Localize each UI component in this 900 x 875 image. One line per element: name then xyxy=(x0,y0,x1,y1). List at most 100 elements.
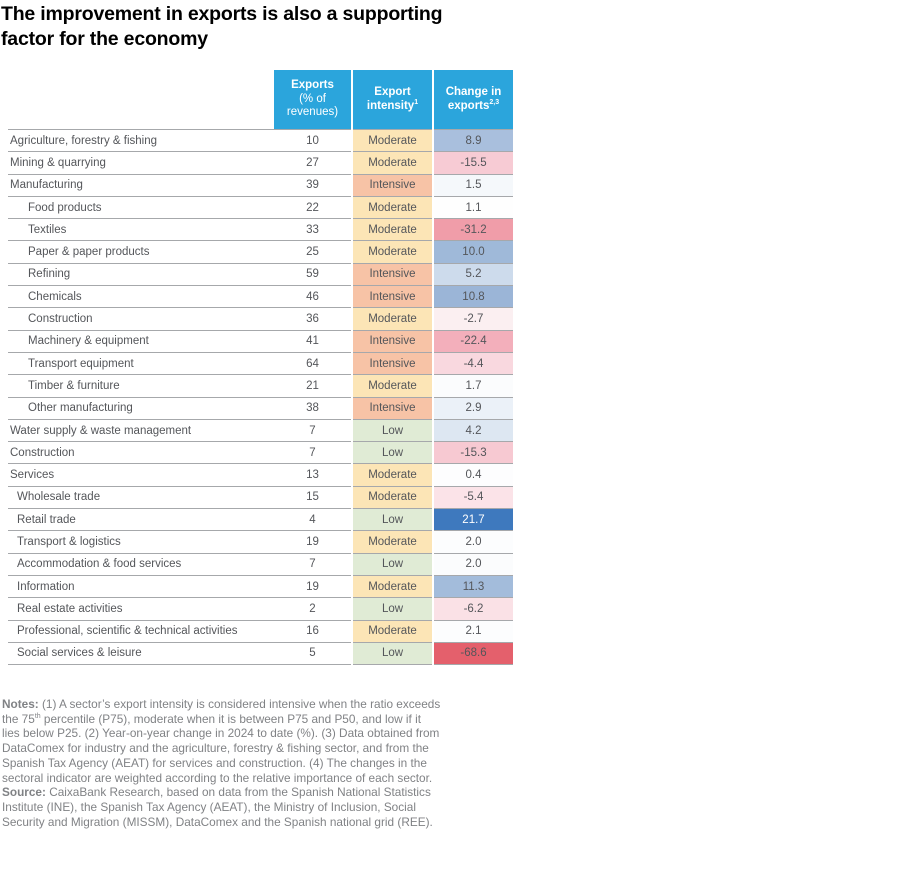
table-row: Transport equipment 64 Intensive -4.4 xyxy=(8,352,513,376)
table-row: Services 13 Moderate 0.4 xyxy=(8,463,513,487)
change-in-exports-cell: -22.4 xyxy=(432,330,513,353)
sector-cell: Construction xyxy=(8,307,274,331)
exports-pct-cell: 64 xyxy=(274,352,352,376)
exports-pct-cell: 2 xyxy=(274,597,352,621)
change-in-exports-cell: 10.8 xyxy=(432,285,513,309)
table-row: Machinery & equipment 41 Intensive -22.4 xyxy=(8,330,513,353)
sector-cell: Machinery & equipment xyxy=(8,330,274,353)
table-row: Manufacturing 39 Intensive 1.5 xyxy=(8,174,513,197)
col-header-exports-sub1: (% of xyxy=(299,92,326,105)
export-intensity-cell: Moderate xyxy=(351,307,433,331)
sector-cell: Accommodation & food services xyxy=(8,553,274,576)
change-in-exports-cell: -15.3 xyxy=(432,441,513,465)
sector-cell: Manufacturing xyxy=(8,174,274,197)
sector-cell: Professional, scientific & technical act… xyxy=(8,620,274,643)
table-row: Water supply & waste management 7 Low 4.2 xyxy=(8,419,513,443)
table-row: Chemicals 46 Intensive 10.8 xyxy=(8,285,513,309)
export-intensity-cell: Moderate xyxy=(351,128,433,153)
sector-cell: Transport & logistics xyxy=(8,530,274,554)
exports-pct-cell: 41 xyxy=(274,330,352,353)
exports-pct-cell: 46 xyxy=(274,285,352,309)
table-row: Construction 7 Low -15.3 xyxy=(8,441,513,465)
change-in-exports-cell: 21.7 xyxy=(432,508,513,532)
sector-cell: Construction xyxy=(8,441,274,465)
note-line: sectoral indicator are weighted accordin… xyxy=(2,770,433,785)
col-header-intensity: Export intensity1 xyxy=(351,70,433,130)
table-row: Agriculture, forestry & fishing 10 Moderat… xyxy=(8,128,513,153)
change-in-exports-cell: -31.2 xyxy=(432,218,513,242)
note-line: Security and Migration (MISSM), DataCome… xyxy=(2,814,433,829)
exports-pct-cell: 10 xyxy=(274,128,352,153)
note-line: lies below P25. (2) Year-on-year change … xyxy=(2,726,440,741)
sector-cell: Wholesale trade xyxy=(8,486,274,510)
table-row: Construction 36 Moderate -2.7 xyxy=(8,307,513,331)
export-intensity-cell: Low xyxy=(351,642,433,666)
export-intensity-cell: Moderate xyxy=(351,575,433,599)
exports-pct-cell: 39 xyxy=(274,174,352,197)
figure-title-line-1: The improvement in exports is also a sup… xyxy=(1,3,443,25)
export-intensity-cell: Moderate xyxy=(351,486,433,510)
sector-cell: Social services & leisure xyxy=(8,642,274,666)
change-in-exports-cell: 5.2 xyxy=(432,263,513,287)
exports-table: Exports (% of revenues) Export intensity… xyxy=(8,70,513,666)
sector-cell: Agriculture, forestry & fishing xyxy=(8,128,274,153)
table-row: Wholesale trade 15 Moderate -5.4 xyxy=(8,486,513,510)
exports-pct-cell: 38 xyxy=(274,397,352,420)
export-intensity-cell: Moderate xyxy=(351,530,433,554)
change-in-exports-cell: -6.2 xyxy=(432,597,513,621)
col-header-sector-blank xyxy=(8,70,274,130)
col-header-change-label: Change in exports xyxy=(445,86,502,112)
change-in-exports-cell: 0.4 xyxy=(432,463,513,487)
sector-cell: Chemicals xyxy=(8,285,274,309)
export-intensity-cell: Moderate xyxy=(351,218,433,242)
table-row: Paper & paper products 25 Moderate 10.0 xyxy=(8,240,513,264)
sector-cell: Paper & paper products xyxy=(8,240,274,264)
sector-cell: Real estate activities xyxy=(8,597,274,621)
change-in-exports-cell: 2.0 xyxy=(432,530,513,554)
change-in-exports-cell: -5.4 xyxy=(432,486,513,510)
figure-title-line-2: factor for the economy xyxy=(1,27,208,50)
change-in-exports-cell: 4.2 xyxy=(432,419,513,443)
exports-pct-cell: 25 xyxy=(274,240,352,264)
exports-pct-cell: 59 xyxy=(274,263,352,287)
notes-block: Notes: (1) A sector’s export intensity i… xyxy=(2,697,517,829)
change-in-exports-cell: 1.1 xyxy=(432,196,513,220)
exports-pct-cell: 21 xyxy=(274,374,352,398)
table-row: Other manufacturing 38 Intensive 2.9 xyxy=(8,397,513,420)
change-in-exports-cell: -15.5 xyxy=(432,151,513,175)
exports-pct-cell: 33 xyxy=(274,218,352,242)
change-in-exports-cell: 1.7 xyxy=(432,374,513,398)
export-intensity-cell: Intensive xyxy=(351,285,433,309)
change-in-exports-cell: 2.0 xyxy=(432,553,513,576)
col-header-change-superscript: 2,3 xyxy=(489,98,500,106)
table-row: Food products 22 Moderate 1.1 xyxy=(8,196,513,220)
col-header-exports-label: Exports xyxy=(291,79,334,92)
exports-pct-cell: 19 xyxy=(274,575,352,599)
table-row: Accommodation & food services 7 Low 2.0 xyxy=(8,553,513,576)
exports-pct-cell: 7 xyxy=(274,419,352,443)
export-intensity-cell: Low xyxy=(351,441,433,465)
table-row: Social services & leisure 5 Low -68.6 xyxy=(8,642,513,666)
figure-title: The improvement in exports is also a sup… xyxy=(1,2,443,51)
note-line: DataComex for industry and the agricultu… xyxy=(2,741,429,756)
export-intensity-cell: Moderate xyxy=(351,240,433,264)
note-line: Notes: (1) A sector’s export intensity i… xyxy=(2,697,441,711)
change-in-exports-cell: 2.1 xyxy=(432,620,513,643)
col-header-exports: Exports (% of revenues) xyxy=(274,70,352,130)
sector-cell: Textiles xyxy=(8,218,274,242)
exports-pct-cell: 7 xyxy=(274,553,352,576)
col-header-intensity-label: Export intensity xyxy=(366,86,415,112)
exports-pct-cell: 13 xyxy=(274,463,352,487)
table-row: Information 19 Moderate 11.3 xyxy=(8,575,513,599)
exports-pct-cell: 4 xyxy=(274,508,352,532)
col-header-change: Change in exports2,3 xyxy=(432,70,513,130)
sector-cell: Transport equipment xyxy=(8,352,274,376)
sector-cell: Information xyxy=(8,575,274,599)
change-in-exports-cell: 11.3 xyxy=(432,575,513,599)
exports-pct-cell: 5 xyxy=(274,642,352,666)
exports-pct-cell: 15 xyxy=(274,486,352,510)
export-intensity-cell: Low xyxy=(351,597,433,621)
sector-cell: Mining & quarrying xyxy=(8,151,274,175)
note-line: Source: CaixaBank Research, based on dat… xyxy=(2,785,431,800)
export-intensity-cell: Intensive xyxy=(351,263,433,287)
